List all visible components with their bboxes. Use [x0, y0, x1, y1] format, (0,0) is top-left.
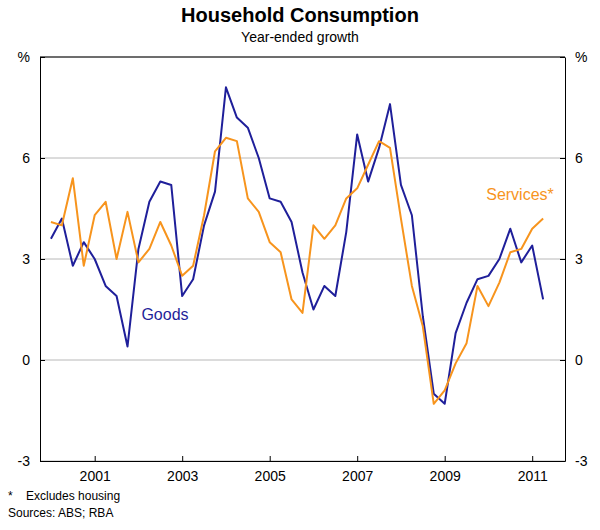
tick: 2005 [255, 456, 286, 484]
series-label: Goods [141, 306, 188, 323]
tick-label: -3 [575, 453, 588, 469]
tick-mark [95, 456, 96, 461]
tick-mark [182, 456, 183, 461]
tick-label: -3 [18, 453, 31, 469]
tick-label: 2009 [430, 468, 461, 484]
series-lines [51, 87, 543, 403]
tick-mark [445, 456, 446, 461]
tick-mark [560, 259, 565, 260]
tick-label: 6 [22, 150, 30, 166]
tick-label: % [575, 49, 587, 65]
y-axis-left: -3 0 3 6% [18, 49, 45, 469]
tick: 3 [560, 251, 583, 267]
tick: 6 [22, 150, 45, 166]
tick: 2007 [342, 456, 373, 484]
grid-line [40, 57, 565, 58]
tick: 0 [22, 352, 45, 368]
tick-label: 0 [575, 352, 583, 368]
tick-label: 0 [22, 352, 30, 368]
title: Household Consumption [181, 4, 419, 26]
grid-line [40, 259, 565, 260]
tick-label: 2007 [342, 468, 373, 484]
y-axis-right: -3 0 3 6% [560, 49, 588, 469]
tick-mark [532, 456, 533, 461]
tick-mark [40, 360, 45, 361]
grid-line [40, 360, 565, 361]
tick-mark [357, 456, 358, 461]
series-label: Services* [486, 186, 554, 203]
series-line [51, 87, 543, 403]
tick-label: 6 [575, 150, 583, 166]
footnote: Sources: ABS; RBA [8, 506, 113, 520]
tick-label: % [18, 49, 30, 65]
plot: -3 0 3 6% -3 0 3 6% 2001 2003 2005 2007 2009 2011 Good… [18, 49, 588, 484]
tick-label: 2011 [518, 468, 548, 484]
tick: 2011 [518, 456, 548, 484]
tick-mark [270, 456, 271, 461]
tick-label: 2001 [80, 468, 111, 484]
tick: 2001 [80, 456, 111, 484]
tick: 2003 [167, 456, 198, 484]
tick-label: 2005 [255, 468, 286, 484]
subtitle: Year-ended growth [241, 29, 359, 45]
tick: 2009 [430, 456, 461, 484]
tick-label: 3 [575, 251, 583, 267]
x-axis: 2001 2003 2005 2007 2009 2011 [41, 456, 566, 484]
footnote: * Excludes housing [8, 489, 120, 503]
tick: -3 [560, 453, 588, 469]
series-line [51, 138, 543, 404]
tick-label: 3 [22, 251, 30, 267]
grid [40, 57, 565, 461]
chart: Household Consumption Year-ended growth -3… [0, 0, 600, 530]
tick: -3 [18, 453, 45, 469]
tick-mark [40, 259, 45, 260]
axis-line [565, 58, 566, 462]
tick: 3 [22, 251, 45, 267]
axis-line [41, 461, 566, 462]
tick-label: 2003 [167, 468, 198, 484]
grid-line [40, 158, 565, 159]
tick: 6 [560, 150, 583, 166]
tick-mark [560, 158, 565, 159]
tick-mark [40, 158, 45, 159]
plot-frame [40, 57, 565, 58]
grid-line [40, 461, 565, 462]
tick-mark [560, 360, 565, 361]
tick: 0 [560, 352, 583, 368]
